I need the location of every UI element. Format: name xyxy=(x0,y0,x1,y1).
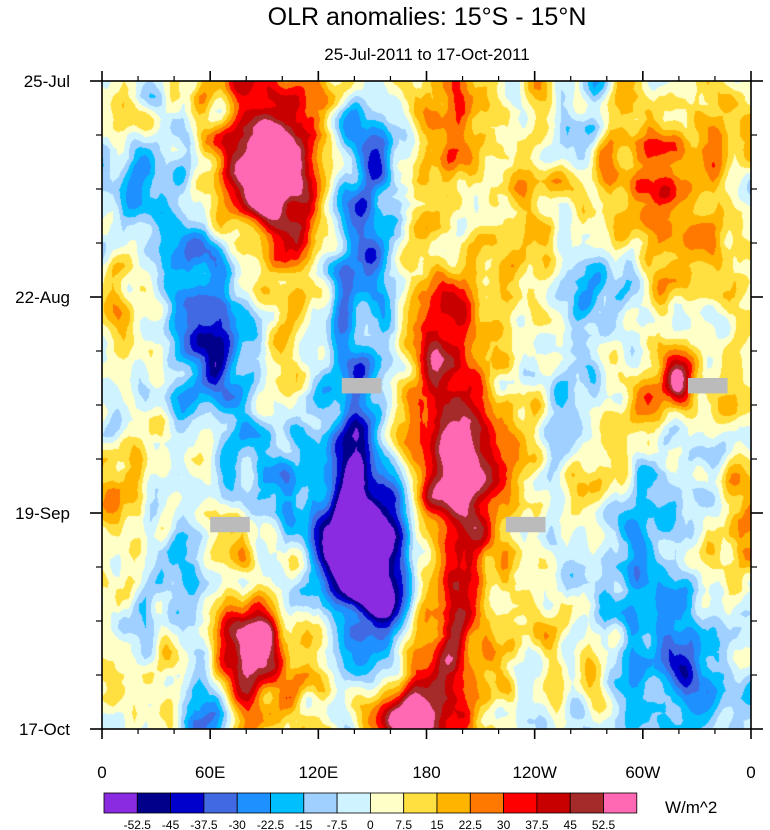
colorbar-swatch xyxy=(236,792,271,814)
colorbar: -52.5 -45 -37.5 -30 -22.5 -15 -7.5 0 7.5 15 22.5 30… xyxy=(103,792,638,830)
colorbar-swatch xyxy=(369,792,405,814)
colorbar-swatch xyxy=(403,792,438,814)
colorbar-label: -45 xyxy=(162,818,180,830)
x-tick-label: 120W xyxy=(512,763,556,782)
chart-subtitle: 25-Jul-2011 to 17-Oct-2011 xyxy=(324,45,529,64)
colorbar-label: 52.5 xyxy=(592,818,616,830)
colorbar-unit: W/m^2 xyxy=(665,798,717,817)
colorbar-swatch xyxy=(469,792,504,814)
colorbar-label: -30 xyxy=(229,818,247,830)
colorbar-label: 22.5 xyxy=(459,818,483,830)
x-tick-label: 0 xyxy=(97,763,106,782)
colorbar-label: 0 xyxy=(367,818,374,830)
y-tick-label: 25-Jul xyxy=(24,72,70,91)
colorbar-swatch xyxy=(136,792,172,814)
x-tick-label: 60W xyxy=(625,763,660,782)
anomaly-field xyxy=(102,81,751,729)
y-axis: 25-Jul 22-Aug 19-Sep 17-Oct xyxy=(15,72,763,739)
colorbar-swatch xyxy=(436,792,471,814)
colorbar-label: -22.5 xyxy=(257,818,285,830)
colorbar-label: -52.5 xyxy=(124,818,152,830)
y-tick-label: 22-Aug xyxy=(15,288,70,307)
colorbar-label: -37.5 xyxy=(190,818,218,830)
colorbar-label: -15 xyxy=(295,818,313,830)
colorbar-swatch xyxy=(603,792,638,814)
chart-title: OLR anomalies: 15°S - 15°N xyxy=(268,3,587,31)
colorbar-swatch xyxy=(270,792,305,814)
colorbar-label: 37.5 xyxy=(525,818,549,830)
x-tick-label: 180 xyxy=(412,763,440,782)
colorbar-swatch xyxy=(203,792,238,814)
plot-area xyxy=(101,80,752,730)
missing-patch-3 xyxy=(210,516,250,533)
colorbar-swatch xyxy=(336,792,371,814)
missing-patch-4 xyxy=(505,516,546,533)
x-tick-label: 0 xyxy=(746,763,755,782)
colorbar-swatch xyxy=(536,792,571,814)
missing-data-patches xyxy=(210,378,728,533)
x-tick-label: 120E xyxy=(298,763,338,782)
missing-patch-1 xyxy=(341,378,382,394)
y-tick-label: 19-Sep xyxy=(15,504,70,523)
colorbar-swatch xyxy=(569,792,604,814)
colorbar-label: -7.5 xyxy=(327,818,348,830)
colorbar-label: 7.5 xyxy=(395,818,412,830)
x-axis: 0 60E 120E 180 120W 60W 0 xyxy=(97,71,756,782)
colorbar-swatch xyxy=(170,792,205,814)
colorbar-swatch xyxy=(503,792,538,814)
y-tick-label: 17-Oct xyxy=(19,720,70,739)
colorbar-swatch xyxy=(103,792,138,814)
colorbar-swatch xyxy=(303,792,338,814)
missing-patch-2 xyxy=(687,378,728,394)
colorbar-label: 45 xyxy=(564,818,578,830)
colorbar-label: 30 xyxy=(497,818,511,830)
x-tick-label: 60E xyxy=(195,763,225,782)
colorbar-label: 15 xyxy=(430,818,444,830)
